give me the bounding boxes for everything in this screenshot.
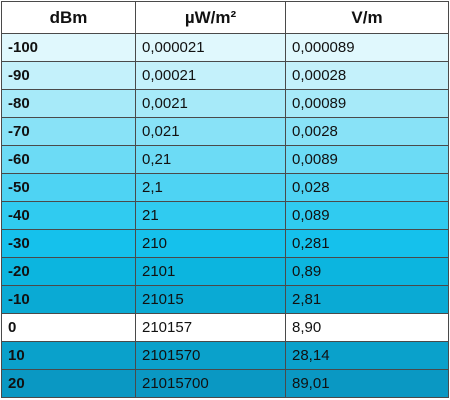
value-cell: 0,00021 xyxy=(135,61,286,90)
dbm-cell: -100 xyxy=(1,33,136,62)
value-cell: 21015 xyxy=(135,285,286,314)
table-row: 0 210157 8,90 xyxy=(1,313,449,342)
table-row: -70 0,021 0,0028 xyxy=(1,117,449,146)
value-cell: 0,089 xyxy=(285,201,449,230)
value-cell: 0,00028 xyxy=(285,61,449,90)
value-cell: 0,028 xyxy=(285,173,449,202)
table-row: -20 2101 0,89 xyxy=(1,257,449,286)
dbm-cell: -50 xyxy=(1,173,136,202)
value-cell: 89,01 xyxy=(285,369,449,398)
value-cell: 21 xyxy=(135,201,286,230)
value-cell: 0,000089 xyxy=(285,33,449,62)
table-row: -50 2,1 0,028 xyxy=(1,173,449,202)
value-cell: 2101570 xyxy=(135,341,286,370)
value-cell: 0,021 xyxy=(135,117,286,146)
table-row: -60 0,21 0,0089 xyxy=(1,145,449,174)
value-cell: 2101 xyxy=(135,257,286,286)
value-cell: 0,0021 xyxy=(135,89,286,118)
table-body: -100 0,000021 0,000089 -90 0,00021 0,00028 -80… xyxy=(1,33,449,398)
dbm-cell: 0 xyxy=(1,313,136,342)
value-cell: 28,14 xyxy=(285,341,449,370)
dbm-cell: 10 xyxy=(1,341,136,370)
value-cell: 0,21 xyxy=(135,145,286,174)
dbm-cell: -90 xyxy=(1,61,136,90)
table-row: 10 2101570 28,14 xyxy=(1,341,449,370)
dbm-cell: -30 xyxy=(1,229,136,258)
value-cell: 210157 xyxy=(135,313,286,342)
value-cell: 0,00089 xyxy=(285,89,449,118)
dbm-cell: -40 xyxy=(1,201,136,230)
header-cell: µW/m² xyxy=(135,1,286,34)
table-row: -100 0,000021 0,000089 xyxy=(1,33,449,62)
table-row: -40 21 0,089 xyxy=(1,201,449,230)
dbm-cell: -10 xyxy=(1,285,136,314)
header-row: dBm µW/m² V/m xyxy=(1,1,449,34)
value-cell: 8,90 xyxy=(285,313,449,342)
value-cell: 2,81 xyxy=(285,285,449,314)
value-cell: 0,0028 xyxy=(285,117,449,146)
value-cell: 0,89 xyxy=(285,257,449,286)
dbm-cell: -70 xyxy=(1,117,136,146)
value-cell: 0,281 xyxy=(285,229,449,258)
table-row: -10 21015 2,81 xyxy=(1,285,449,314)
value-cell: 0,0089 xyxy=(285,145,449,174)
dbm-cell: 20 xyxy=(1,369,136,398)
table-row: -80 0,0021 0,00089 xyxy=(1,89,449,118)
dbm-cell: -60 xyxy=(1,145,136,174)
value-cell: 21015700 xyxy=(135,369,286,398)
table-row: -90 0,00021 0,00028 xyxy=(1,61,449,90)
value-cell: 210 xyxy=(135,229,286,258)
table-row: 20 21015700 89,01 xyxy=(1,369,449,398)
table-row: -30 210 0,281 xyxy=(1,229,449,258)
value-cell: 0,000021 xyxy=(135,33,286,62)
dbm-cell: -80 xyxy=(1,89,136,118)
value-cell: 2,1 xyxy=(135,173,286,202)
dbm-cell: -20 xyxy=(1,257,136,286)
header-cell: V/m xyxy=(285,1,449,34)
header-cell: dBm xyxy=(1,1,136,34)
